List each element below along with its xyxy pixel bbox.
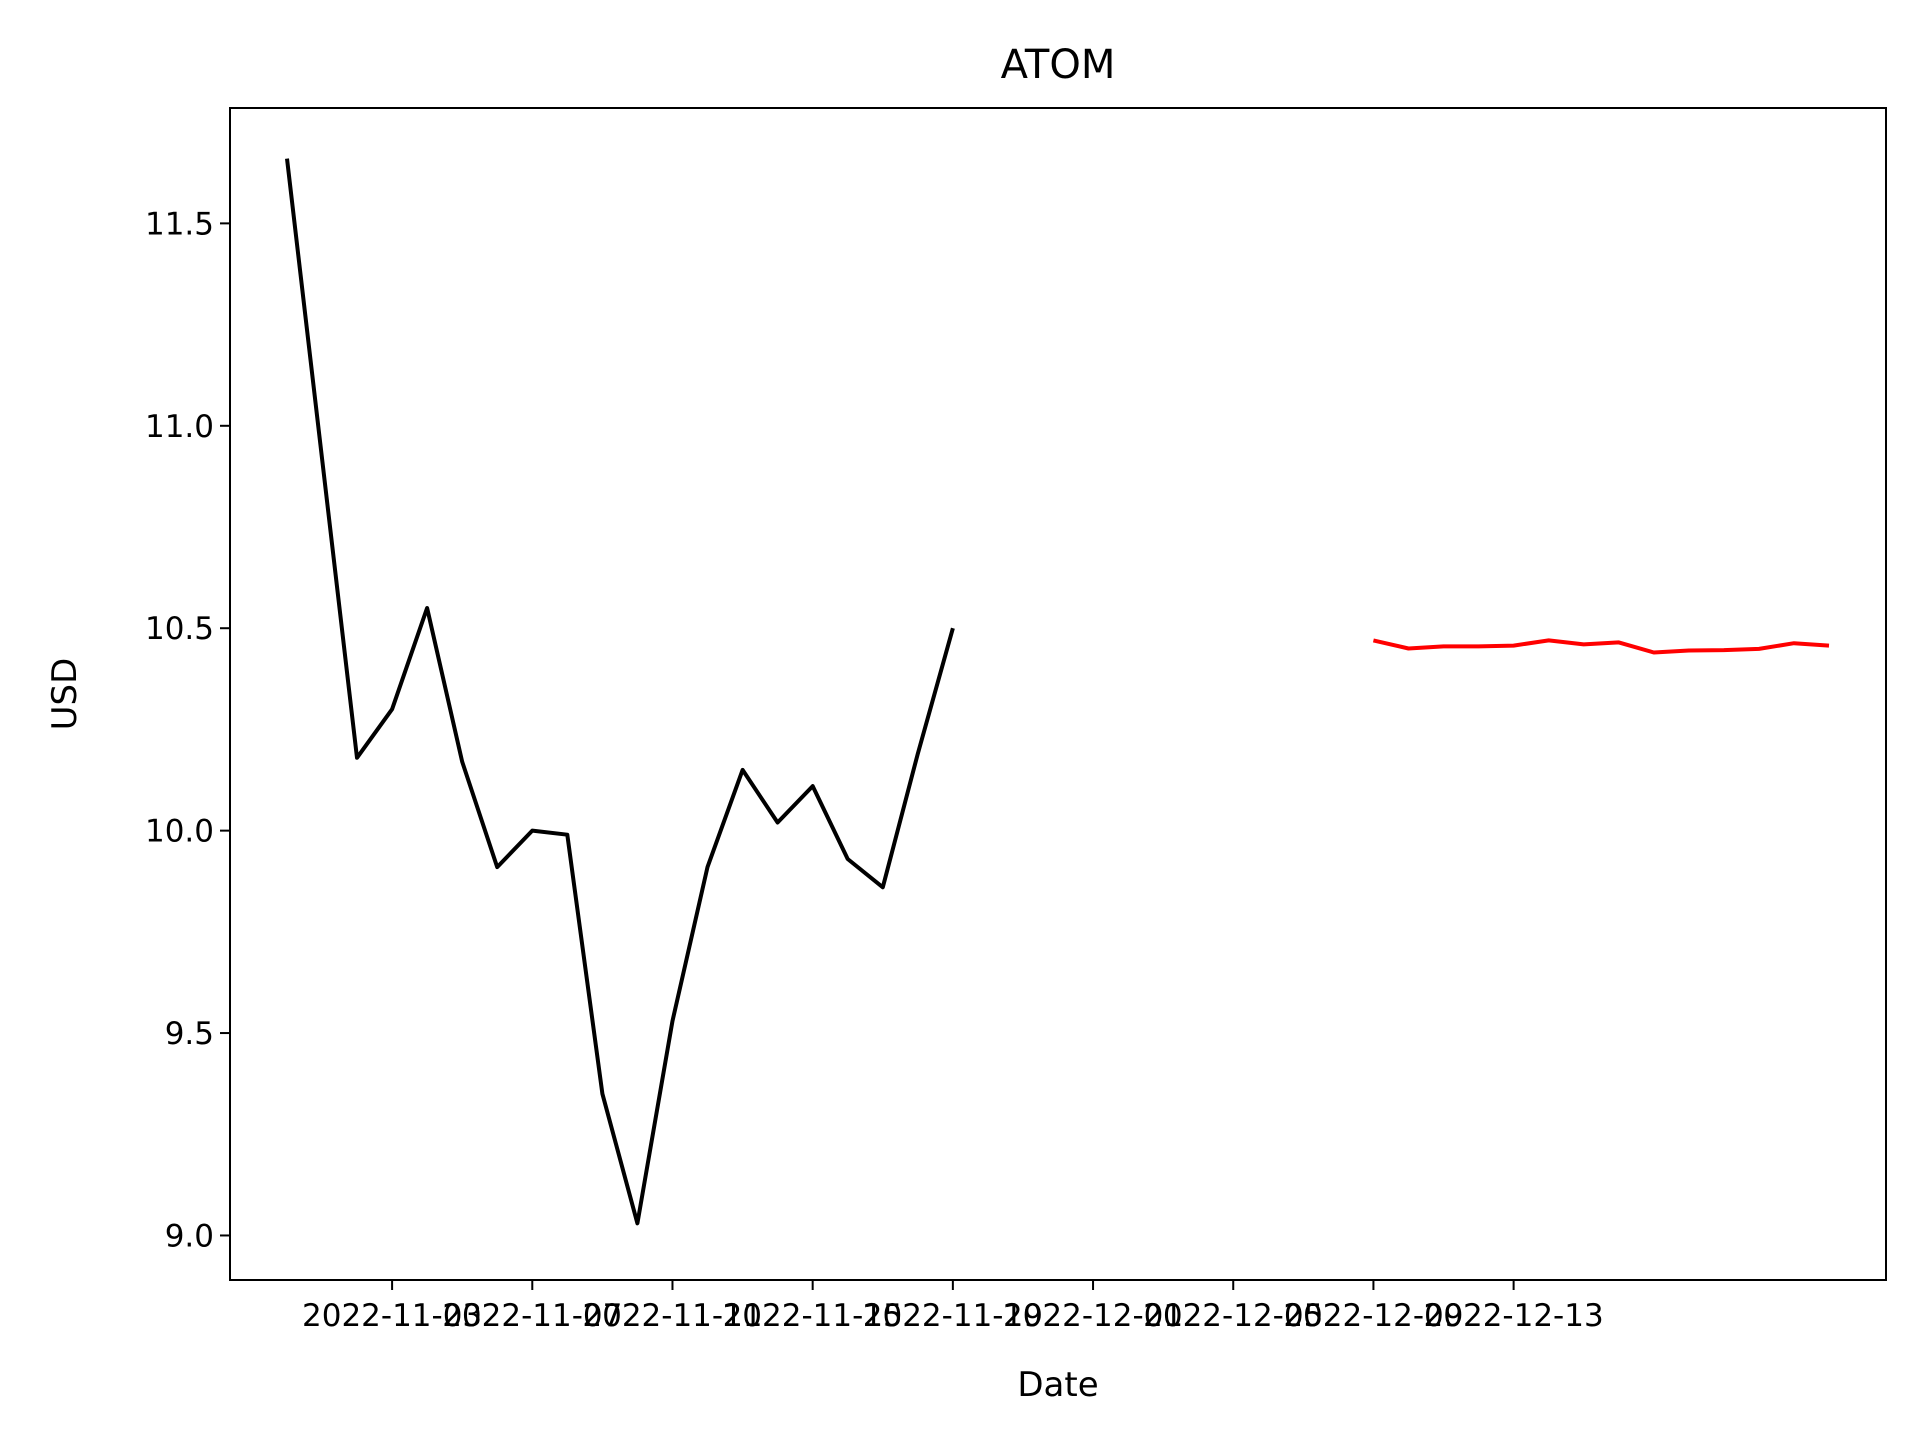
y-tick-label: 9.5	[165, 1016, 214, 1052]
plot-area	[229, 107, 1887, 1281]
y-tick-label: 11.5	[145, 206, 214, 242]
y-tick-label: 10.5	[145, 611, 214, 647]
x-tick-label: 2022-11-11	[582, 1298, 762, 1334]
chart-title: ATOM	[1001, 42, 1116, 88]
x-tick-label: 2022-11-15	[723, 1298, 903, 1334]
series-line-1	[285, 158, 955, 1226]
x-tick-label: 2022-11-03	[302, 1298, 482, 1334]
y-tick-label: 9.0	[165, 1218, 214, 1254]
x-tick-label: 2022-12-05	[1143, 1298, 1323, 1334]
x-axis-ticks: 2022-11-032022-11-072022-11-112022-11-15…	[302, 1280, 1604, 1334]
x-tick-label: 2022-12-13	[1424, 1298, 1604, 1334]
x-axis-label: Date	[1017, 1365, 1098, 1405]
x-tick-label: 2022-11-07	[442, 1298, 622, 1334]
x-tick-label: 2022-12-01	[1003, 1298, 1183, 1334]
y-axis-ticks: 9.0 9.5 10.0 10.5 11.0 11.5	[145, 206, 230, 1254]
series-lines	[285, 158, 1830, 1226]
x-tick-label: 2022-11-19	[863, 1298, 1043, 1334]
series-line-2	[1372, 638, 1830, 655]
x-tick-label: 2022-12-09	[1283, 1298, 1463, 1334]
y-tick-label: 10.0	[145, 814, 214, 850]
y-axis-label: USD	[45, 658, 85, 731]
y-tick-label: 11.0	[145, 409, 214, 445]
